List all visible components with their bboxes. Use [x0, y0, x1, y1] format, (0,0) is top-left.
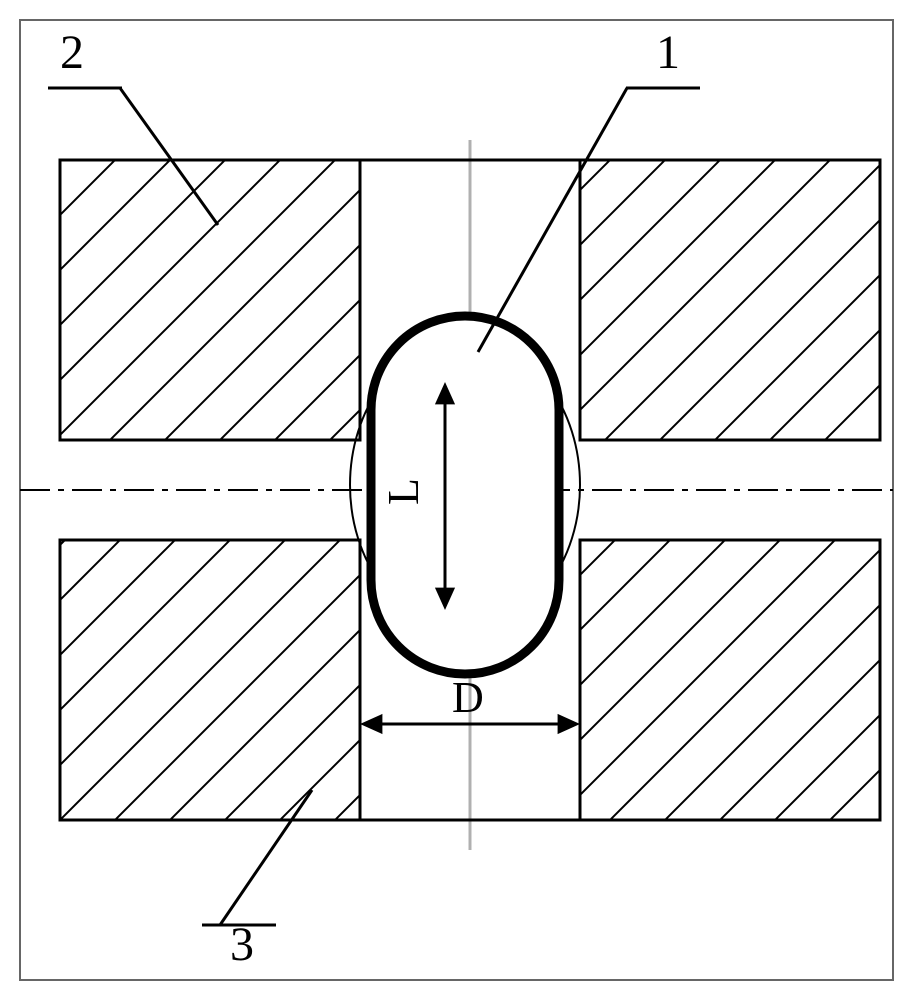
callout-2-label: 2 — [60, 26, 84, 79]
callout-3-label: 3 — [230, 918, 254, 971]
callout-1-label: 1 — [656, 26, 680, 79]
dimension-d-label: D — [452, 673, 484, 722]
dimension-l-label: L — [379, 478, 428, 505]
